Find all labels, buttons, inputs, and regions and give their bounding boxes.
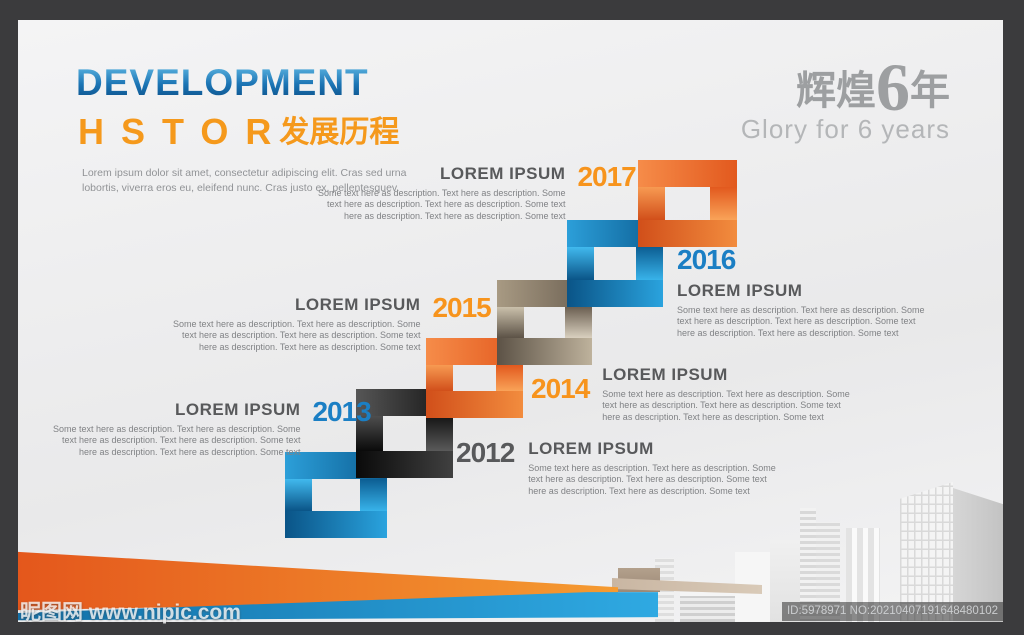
desc-line: Some text here as description. Text here… bbox=[318, 187, 566, 198]
timeline-entry-2012: 2012 LOREM IPSUM Some text here as descr… bbox=[456, 437, 776, 498]
square-bar bbox=[636, 247, 663, 280]
entry-year: 2016 bbox=[677, 244, 736, 275]
cityscape bbox=[612, 460, 1003, 622]
desc-line: here as description. Text here as descri… bbox=[79, 446, 301, 457]
entry-heading: LOREM IPSUM bbox=[528, 439, 654, 458]
timeline-entry-2017: LOREM IPSUM Some text here as descriptio… bbox=[318, 161, 637, 223]
subtitle-en: HSTOR bbox=[78, 111, 289, 152]
intro-paragraph: Lorem ipsum dolor sit amet, consectetur … bbox=[82, 166, 406, 196]
watermark-id: ID:5978971 NO:20210407191648480102 bbox=[782, 602, 1003, 621]
square-bar bbox=[285, 479, 312, 511]
square-bar bbox=[565, 307, 592, 338]
entry-text: LOREM IPSUM Some text here as descriptio… bbox=[677, 281, 924, 340]
square-bar bbox=[497, 338, 592, 365]
building bbox=[900, 482, 953, 622]
square-bar bbox=[496, 365, 523, 391]
entry-year: 2015 bbox=[432, 292, 491, 323]
desc-line: Some text here as description. Text here… bbox=[528, 462, 776, 473]
desc-line: here as description. Text here as descri… bbox=[602, 411, 824, 422]
entry-year: 2017 bbox=[577, 161, 636, 192]
entry-heading: LOREM IPSUM bbox=[602, 365, 728, 384]
intro-line: Lorem ipsum dolor sit amet, consectetur … bbox=[82, 167, 407, 179]
timeline-entry-2013: LOREM IPSUM Some text here as descriptio… bbox=[53, 396, 372, 459]
glory-heading-cn: 辉煌6年 bbox=[741, 53, 950, 121]
desc-line: text here as description. Text here as d… bbox=[602, 400, 841, 411]
square-bar bbox=[567, 280, 663, 307]
timeline-entry-2015: LOREM IPSUM Some text here as descriptio… bbox=[173, 292, 492, 354]
building bbox=[800, 508, 816, 622]
desc-line: Some text here as description. Text here… bbox=[602, 388, 850, 399]
entry-description: Some text here as description. Text here… bbox=[528, 463, 775, 498]
entry-text: LOREM IPSUM Some text here as descriptio… bbox=[173, 295, 421, 354]
entry-heading: LOREM IPSUM bbox=[295, 295, 421, 314]
entry-heading: LOREM IPSUM bbox=[175, 400, 301, 419]
square-bar bbox=[638, 160, 737, 187]
entry-text: LOREM IPSUM Some text here as descriptio… bbox=[528, 439, 775, 498]
glory-number: 6 bbox=[876, 49, 910, 125]
page-subtitle: HSTOR发展历程 bbox=[78, 114, 399, 150]
square-bar bbox=[356, 451, 453, 478]
square-bar bbox=[497, 307, 524, 338]
page-title: DEVELOPMENT bbox=[76, 62, 369, 103]
glory-cn-suffix: 年 bbox=[910, 68, 950, 113]
glory-cn-prefix: 辉煌 bbox=[796, 68, 876, 113]
desc-line: here as description. Text here as descri… bbox=[199, 341, 421, 352]
entry-description: Some text here as description. Text here… bbox=[173, 319, 420, 354]
timeline-square-2013 bbox=[356, 389, 453, 478]
watermark-site-url: www.nipic.com bbox=[88, 601, 241, 624]
square-bar bbox=[426, 416, 453, 451]
entry-year: 2013 bbox=[312, 396, 371, 427]
square-bar bbox=[710, 187, 737, 220]
subtitle-cn: 发展历程 bbox=[279, 116, 400, 149]
entry-description: Some text here as description. Text here… bbox=[677, 305, 924, 340]
watermark-site-cn: 昵图网 bbox=[20, 601, 83, 624]
entry-text: LOREM IPSUM Some text here as descriptio… bbox=[602, 365, 849, 424]
desc-line: here as description. Text here as descri… bbox=[528, 485, 750, 496]
desc-line: here as description. Text here as descri… bbox=[344, 210, 566, 221]
watermark-site: 昵图网 www.nipic.com bbox=[20, 596, 241, 626]
desc-line: Some text here as description. Text here… bbox=[53, 423, 301, 434]
desc-line: text here as description. Text here as d… bbox=[62, 435, 301, 446]
timeline-square-2017 bbox=[638, 160, 737, 247]
entry-text: LOREM IPSUM Some text here as descriptio… bbox=[318, 164, 566, 223]
desc-line: text here as description. Text here as d… bbox=[327, 199, 566, 210]
desc-line: Some text here as description. Text here… bbox=[677, 304, 925, 315]
timeline-entry-2016: 2016 LOREM IPSUM Some text here as descr… bbox=[677, 246, 924, 339]
square-bar bbox=[426, 365, 453, 391]
glory-block: 辉煌6年 Glory for 6 years bbox=[740, 53, 950, 145]
entry-heading: LOREM IPSUM bbox=[440, 164, 566, 183]
square-bar bbox=[567, 247, 594, 280]
intro-line: lobortis, viverra eros eu, eleifend nunc… bbox=[82, 182, 400, 194]
desc-line: text here as description. Text here as d… bbox=[677, 316, 916, 327]
square-bar bbox=[356, 416, 383, 451]
square-bar bbox=[638, 187, 665, 220]
square-bar bbox=[638, 220, 737, 247]
square-bar bbox=[285, 511, 387, 538]
desc-line: text here as description. Text here as d… bbox=[182, 330, 421, 341]
square-bar bbox=[360, 479, 387, 511]
building bbox=[953, 488, 1003, 622]
square-bar bbox=[426, 391, 523, 418]
entry-description: Some text here as description. Text here… bbox=[318, 188, 565, 223]
poster-canvas: DEVELOPMENT HSTOR发展历程 Lorem ipsum dolor … bbox=[18, 20, 1003, 622]
entry-year: 2012 bbox=[456, 437, 515, 468]
glory-subtitle-en: Glory for 6 years bbox=[740, 114, 950, 145]
entry-year: 2014 bbox=[531, 373, 590, 404]
entry-description: Some text here as description. Text here… bbox=[602, 389, 849, 424]
entry-description: Some text here as description. Text here… bbox=[53, 424, 300, 459]
timeline-entry-2014: 2014 LOREM IPSUM Some text here as descr… bbox=[531, 365, 850, 424]
entry-heading: LOREM IPSUM bbox=[677, 281, 803, 300]
entry-text: LOREM IPSUM Some text here as descriptio… bbox=[53, 400, 301, 459]
desc-line: Some text here as description. Text here… bbox=[173, 318, 421, 329]
desc-line: text here as description. Text here as d… bbox=[528, 474, 767, 485]
desc-line: here as description. Text here as descri… bbox=[677, 327, 899, 338]
